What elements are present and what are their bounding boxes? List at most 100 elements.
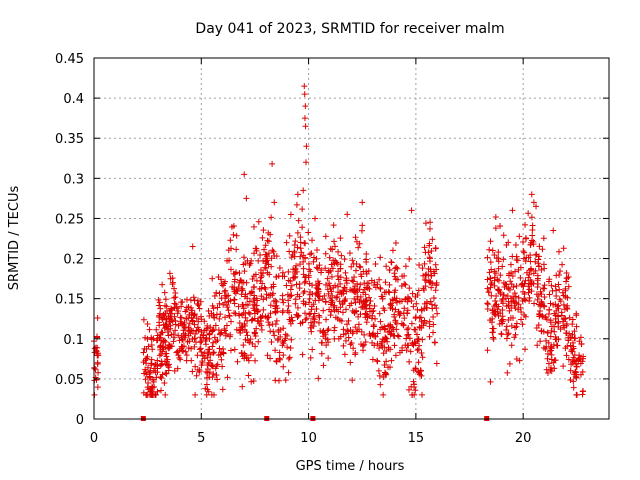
data-point — [415, 369, 422, 376]
data-point — [419, 265, 426, 272]
data-point — [307, 319, 314, 326]
data-point — [291, 248, 298, 255]
data-point — [394, 332, 401, 339]
data-point — [163, 316, 170, 323]
data-point — [571, 358, 578, 365]
data-point — [246, 298, 253, 305]
data-point — [231, 276, 238, 283]
data-point — [538, 291, 545, 298]
data-point — [211, 314, 218, 321]
data-point — [253, 245, 260, 252]
data-point — [347, 359, 354, 366]
data-point — [227, 297, 234, 304]
data-point — [255, 318, 262, 325]
data-point — [279, 296, 286, 303]
data-point — [579, 391, 586, 398]
data-point — [280, 363, 287, 370]
data-point — [380, 305, 387, 312]
data-point — [193, 372, 200, 379]
data-point — [285, 297, 292, 304]
data-point — [567, 367, 574, 374]
data-point — [523, 254, 530, 261]
data-point — [260, 296, 267, 303]
data-point — [228, 224, 235, 231]
data-point — [234, 358, 241, 365]
data-point — [143, 360, 150, 367]
data-point — [170, 338, 177, 345]
data-point — [270, 290, 277, 297]
data-point — [204, 354, 211, 361]
data-point — [273, 273, 280, 280]
data-point — [280, 325, 287, 332]
data-point — [320, 307, 327, 314]
data-point — [402, 263, 409, 270]
data-point — [240, 254, 247, 261]
y-tick-label: 0.25 — [55, 212, 84, 227]
data-point — [404, 342, 411, 349]
data-point — [342, 269, 349, 276]
data-point — [340, 326, 347, 333]
data-point — [374, 281, 381, 288]
data-point — [412, 387, 419, 394]
data-point — [561, 306, 568, 313]
data-point — [421, 317, 428, 324]
data-point — [312, 282, 319, 289]
data-point — [389, 247, 396, 254]
data-point — [294, 229, 301, 236]
data-point — [505, 239, 512, 246]
data-point — [300, 265, 307, 272]
data-point — [297, 261, 304, 268]
data-point — [258, 322, 265, 329]
data-point — [548, 343, 555, 350]
data-point — [94, 334, 101, 341]
data-point — [349, 307, 356, 314]
data-point — [146, 369, 153, 376]
data-point — [352, 234, 359, 241]
data-point — [372, 260, 379, 267]
data-point — [284, 291, 291, 298]
data-point — [330, 222, 337, 229]
data-point — [286, 248, 293, 255]
data-point — [576, 338, 583, 345]
data-point — [331, 327, 338, 334]
data-point — [326, 306, 333, 313]
data-point — [258, 314, 265, 321]
data-point — [236, 270, 243, 277]
data-point — [272, 347, 279, 354]
data-point — [380, 374, 387, 381]
data-point — [489, 247, 496, 254]
data-point — [513, 323, 520, 330]
data-point — [363, 297, 370, 304]
data-point — [282, 377, 289, 384]
data-point — [376, 310, 383, 317]
data-point — [189, 243, 196, 250]
data-point — [213, 338, 220, 345]
data-point — [422, 220, 429, 227]
data-point — [344, 327, 351, 334]
data-point — [377, 381, 384, 388]
data-point — [532, 251, 539, 258]
data-point — [388, 259, 395, 266]
data-point — [323, 316, 330, 323]
data-point — [540, 328, 547, 335]
data-point — [240, 342, 247, 349]
data-point — [283, 282, 290, 289]
data-point — [544, 329, 551, 336]
data-point — [360, 298, 367, 305]
data-point — [543, 337, 550, 344]
data-point — [264, 237, 271, 244]
data-point — [246, 261, 253, 268]
data-point — [343, 288, 350, 295]
data-point — [343, 306, 350, 313]
data-point — [504, 369, 511, 376]
data-point — [564, 294, 571, 301]
data-point — [547, 300, 554, 307]
data-point — [217, 311, 224, 318]
data-point — [161, 380, 168, 387]
data-point — [268, 339, 275, 346]
data-point — [204, 374, 211, 381]
data-point — [251, 292, 258, 299]
data-point — [366, 330, 373, 337]
data-point — [510, 297, 517, 304]
data-point — [536, 243, 543, 250]
